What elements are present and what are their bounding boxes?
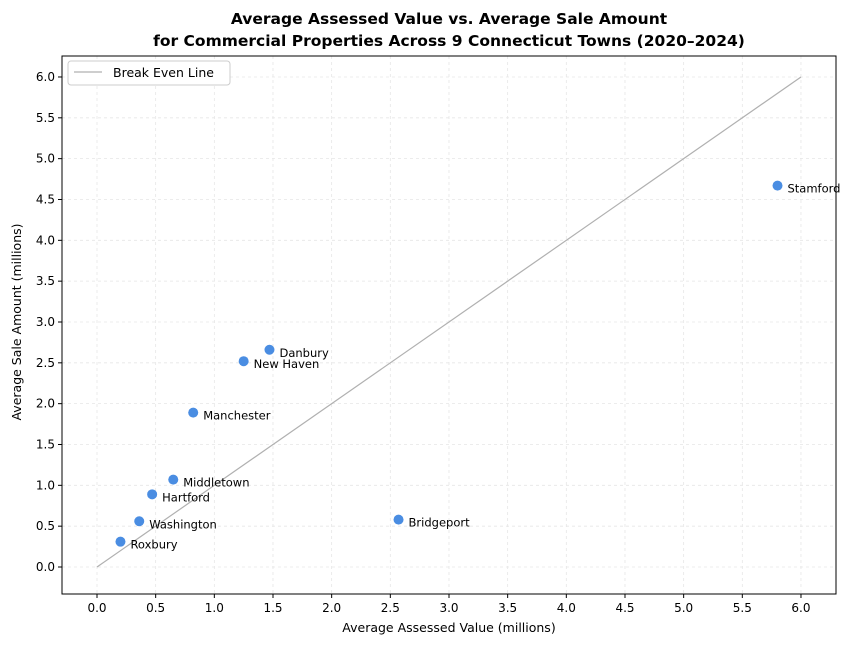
y-axis-label: Average Sale Amount (millions) — [9, 223, 24, 420]
point-label: Danbury — [279, 346, 329, 360]
x-tick-label: 1.5 — [263, 601, 282, 615]
x-tick-label: 2.5 — [381, 601, 400, 615]
y-tick-label: 1.5 — [36, 437, 55, 451]
x-tick-label: 4.0 — [557, 601, 576, 615]
y-tick-label: 6.0 — [36, 70, 55, 84]
x-tick-label: 4.5 — [615, 601, 634, 615]
chart-title: Average Assessed Value vs. Average Sale … — [231, 10, 668, 28]
data-point — [115, 536, 126, 547]
y-tick-label: 3.0 — [36, 315, 55, 329]
y-tick-label: 0.0 — [36, 560, 55, 574]
y-tick-label: 4.0 — [36, 233, 55, 247]
grid — [62, 56, 836, 594]
x-tick-label: 5.0 — [674, 601, 693, 615]
point-label: New Haven — [254, 357, 320, 371]
y-tick-label: 3.5 — [36, 274, 55, 288]
x-tick-label: 0.0 — [87, 601, 106, 615]
y-tick-label: 5.0 — [36, 152, 55, 166]
data-point — [188, 407, 199, 418]
y-tick-label: 2.5 — [36, 356, 55, 370]
data-point — [393, 514, 404, 525]
point-label: Washington — [149, 517, 217, 531]
data-point — [147, 489, 158, 500]
chart-subtitle: for Commercial Properties Across 9 Conne… — [153, 32, 745, 50]
x-axis-label: Average Assessed Value (millions) — [342, 620, 555, 635]
point-label: Roxbury — [130, 538, 177, 552]
x-tick-label: 2.0 — [322, 601, 341, 615]
x-tick-label: 3.0 — [439, 601, 458, 615]
point-label: Stamford — [788, 182, 841, 196]
point-label: Middletown — [183, 476, 249, 490]
ticks: 0.0 0.5 1.0 1.5 2.0 2.5 3.0 3.5 4.0 4.5 5.0 5.5 6.0 0… — [36, 70, 811, 615]
legend-label: Break Even Line — [113, 65, 214, 80]
point-label: Bridgeport — [409, 516, 471, 530]
data-point — [238, 356, 249, 367]
y-tick-label: 5.5 — [36, 111, 55, 125]
y-tick-label: 4.5 — [36, 192, 55, 206]
data-point — [168, 474, 179, 485]
data-point — [772, 180, 783, 191]
y-tick-label: 0.5 — [36, 519, 55, 533]
point-label: Manchester — [203, 409, 271, 423]
x-tick-label: 5.5 — [733, 601, 752, 615]
y-tick-label: 2.0 — [36, 397, 55, 411]
point-label: Hartford — [162, 490, 210, 504]
legend-box — [67, 60, 231, 86]
break-even-line — [96, 76, 802, 568]
x-tick-label: 1.0 — [205, 601, 224, 615]
x-tick-label: 3.5 — [498, 601, 517, 615]
data-point — [264, 344, 275, 355]
y-tick-label: 1.0 — [36, 478, 55, 492]
data-point — [134, 516, 145, 527]
legend: Break Even Line — [67, 60, 231, 86]
x-tick-label: 6.0 — [791, 601, 810, 615]
x-tick-label: 0.5 — [146, 601, 165, 615]
